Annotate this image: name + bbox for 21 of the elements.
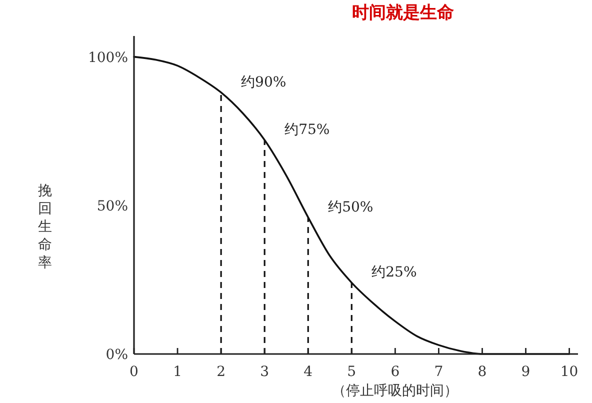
y-axis-title: 挽回生命率 xyxy=(38,183,52,271)
ref-line-label: 约90% xyxy=(241,74,286,90)
x-tick-label: 4 xyxy=(304,364,313,380)
ref-line-label: 约50% xyxy=(328,199,374,216)
x-tick-label: 7 xyxy=(434,364,444,380)
x-tick-label: 9 xyxy=(521,364,530,380)
x-tick-label: 8 xyxy=(478,364,487,380)
x-tick-label: 2 xyxy=(216,364,226,380)
chart-title: 时间就是生命 xyxy=(352,3,454,23)
x-tick-label: 3 xyxy=(260,364,270,380)
x-tick-label: 6 xyxy=(390,364,400,380)
x-tick-label: 5 xyxy=(347,364,356,380)
x-tick-label: 0 xyxy=(130,364,138,380)
ref-line-label: 约75% xyxy=(284,122,330,138)
x-axis-title: （停止呼吸的时间） xyxy=(332,383,458,399)
y-tick-label: 100% xyxy=(88,50,128,66)
x-tick-label: 1 xyxy=(173,364,182,380)
x-tick-label: 10 xyxy=(560,364,578,380)
ref-line-label: 约25% xyxy=(372,264,417,281)
y-tick-label: 50% xyxy=(96,198,128,214)
y-tick-label: 0% xyxy=(106,347,128,363)
